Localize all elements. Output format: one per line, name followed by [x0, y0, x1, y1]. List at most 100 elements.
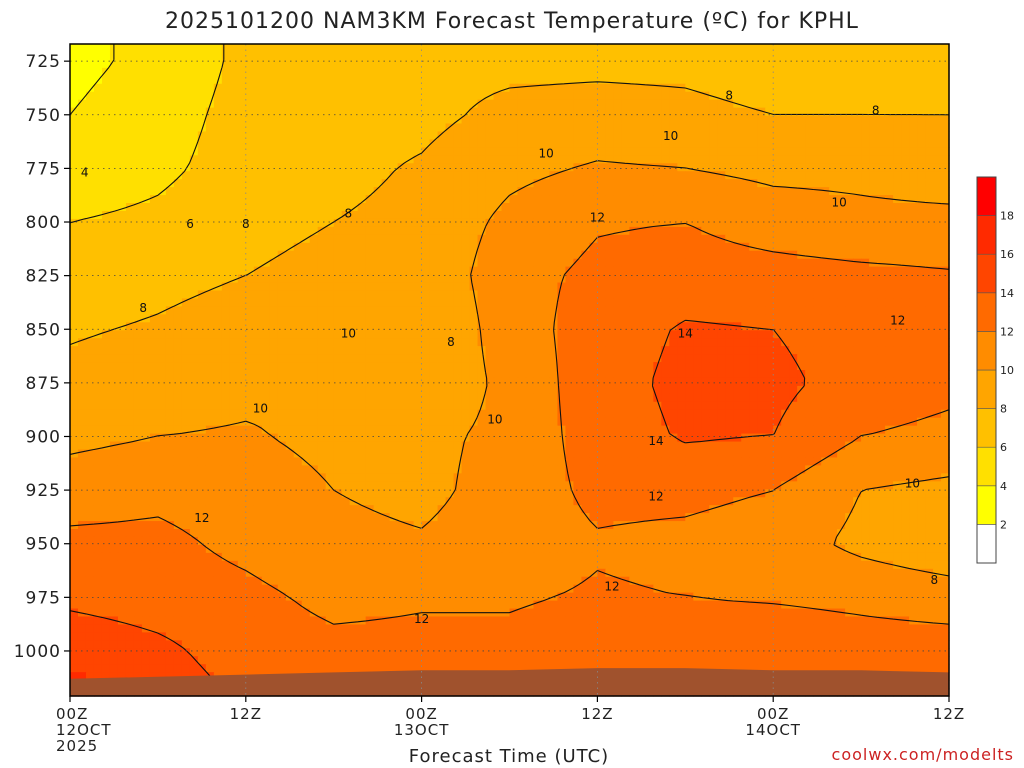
temperature-cell	[829, 385, 838, 395]
temperature-cell	[829, 203, 838, 212]
temperature-cell	[845, 226, 854, 236]
temperature-cell	[725, 338, 734, 347]
temperature-cell	[613, 187, 622, 196]
temperature-cell	[701, 59, 710, 69]
temperature-cell	[597, 290, 606, 300]
temperature-cell	[605, 314, 614, 323]
temperature-cell	[101, 226, 111, 236]
temperature-cell	[141, 362, 151, 371]
temperature-cell	[933, 83, 942, 93]
temperature-cell	[797, 147, 806, 156]
temperature-cell	[141, 218, 151, 228]
temperature-cell	[925, 115, 934, 125]
temperature-cell	[861, 354, 870, 363]
temperature-cell	[485, 123, 495, 133]
temperature-cell	[565, 218, 575, 228]
temperature-cell	[101, 385, 111, 395]
temperature-cell	[317, 258, 327, 268]
temperature-cell	[717, 91, 726, 101]
temperature-cell	[565, 75, 575, 85]
temperature-cell	[445, 290, 455, 300]
temperature-cell	[125, 330, 135, 339]
temperature-cell	[181, 258, 191, 268]
temperature-cell	[157, 99, 167, 109]
temperature-cell	[629, 147, 638, 156]
temperature-cell	[125, 75, 135, 85]
temperature-cell	[461, 330, 471, 339]
temperature-cell	[373, 258, 383, 268]
temperature-cell	[229, 266, 239, 276]
temperature-cell	[77, 306, 87, 315]
temperature-cell	[173, 242, 183, 252]
temperature-cell	[917, 314, 926, 323]
temperature-cell	[405, 179, 415, 188]
temperature-cell	[493, 370, 503, 379]
temperature-cell	[397, 338, 407, 347]
temperature-cell	[189, 163, 199, 172]
temperature-cell	[941, 75, 950, 85]
temperature-cell	[301, 266, 311, 276]
temperature-cell	[845, 330, 854, 339]
temperature-cell	[485, 377, 495, 387]
temperature-cell	[133, 187, 143, 196]
temperature-cell	[293, 171, 303, 180]
temperature-cell	[789, 163, 798, 172]
temperature-cell	[917, 338, 926, 347]
temperature-cell	[693, 147, 702, 156]
temperature-cell	[245, 163, 255, 172]
temperature-cell	[453, 67, 463, 77]
temperature-cell	[653, 131, 662, 141]
temperature-cell	[637, 163, 646, 172]
temperature-cell	[341, 258, 351, 268]
temperature-cell	[781, 99, 790, 109]
temperature-cell	[389, 338, 399, 347]
temperature-cell	[205, 234, 215, 244]
temperature-cell	[797, 242, 806, 252]
temperature-cell	[589, 298, 598, 307]
temperature-cell	[357, 131, 367, 141]
temperature-cell	[237, 147, 247, 156]
temperature-cell	[221, 266, 231, 276]
temperature-cell	[157, 115, 167, 125]
temperature-cell	[829, 83, 838, 93]
temperature-cell	[829, 115, 838, 125]
temperature-cell	[165, 131, 175, 141]
temperature-cell	[693, 362, 702, 371]
temperature-cell	[877, 44, 886, 53]
temperature-cell	[725, 346, 734, 355]
temperature-cell	[453, 44, 463, 53]
temperature-cell	[133, 282, 143, 292]
temperature-cell	[333, 163, 343, 172]
temperature-cell	[149, 83, 159, 93]
temperature-cell	[229, 258, 239, 268]
temperature-cell	[461, 187, 471, 196]
temperature-cell	[853, 346, 862, 355]
temperature-cell	[533, 210, 543, 220]
temperature-cell	[613, 234, 622, 244]
temperature-cell	[853, 393, 862, 403]
temperature-cell	[189, 91, 199, 101]
temperature-cell	[629, 75, 638, 85]
temperature-cell	[157, 195, 167, 204]
temperature-cell	[437, 314, 447, 323]
temperature-cell	[213, 401, 223, 411]
temperature-cell	[661, 314, 670, 323]
temperature-cell	[781, 123, 790, 133]
temperature-cell	[253, 179, 263, 188]
temperature-cell	[93, 290, 103, 300]
temperature-cell	[197, 258, 207, 268]
temperature-cell	[325, 242, 335, 252]
temperature-cell	[933, 354, 942, 363]
temperature-cell	[877, 314, 886, 323]
temperature-cell	[693, 330, 702, 339]
temperature-cell	[293, 59, 303, 69]
temperature-cell	[245, 99, 255, 109]
temperature-cell	[717, 354, 726, 363]
temperature-cell	[893, 83, 902, 93]
temperature-cell	[557, 338, 567, 347]
temperature-cell	[229, 83, 239, 93]
temperature-cell	[541, 44, 551, 53]
temperature-cell	[221, 290, 231, 300]
temperature-cell	[229, 179, 239, 188]
temperature-cell	[877, 67, 886, 77]
